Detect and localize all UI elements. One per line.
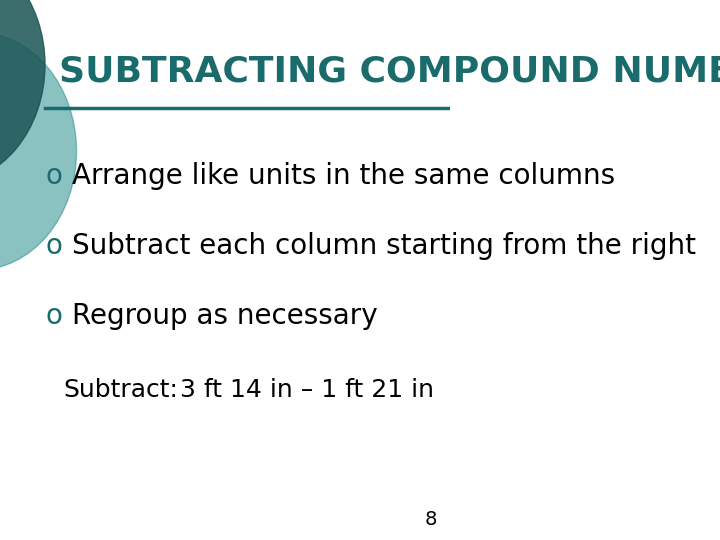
Text: Subtract:: Subtract: bbox=[63, 378, 178, 402]
Circle shape bbox=[0, 32, 76, 270]
Text: Regroup as necessary: Regroup as necessary bbox=[72, 302, 377, 330]
Text: Arrange like units in the same columns: Arrange like units in the same columns bbox=[72, 162, 615, 190]
Circle shape bbox=[0, 0, 45, 184]
Text: o: o bbox=[45, 232, 63, 260]
Text: o: o bbox=[45, 162, 63, 190]
Text: 8: 8 bbox=[424, 510, 436, 529]
Text: SUBTRACTING COMPOUND NUMBERS: SUBTRACTING COMPOUND NUMBERS bbox=[58, 54, 720, 88]
Text: 3 ft 14 in – 1 ft 21 in: 3 ft 14 in – 1 ft 21 in bbox=[180, 378, 434, 402]
Text: Subtract each column starting from the right: Subtract each column starting from the r… bbox=[72, 232, 696, 260]
Text: o: o bbox=[45, 302, 63, 330]
